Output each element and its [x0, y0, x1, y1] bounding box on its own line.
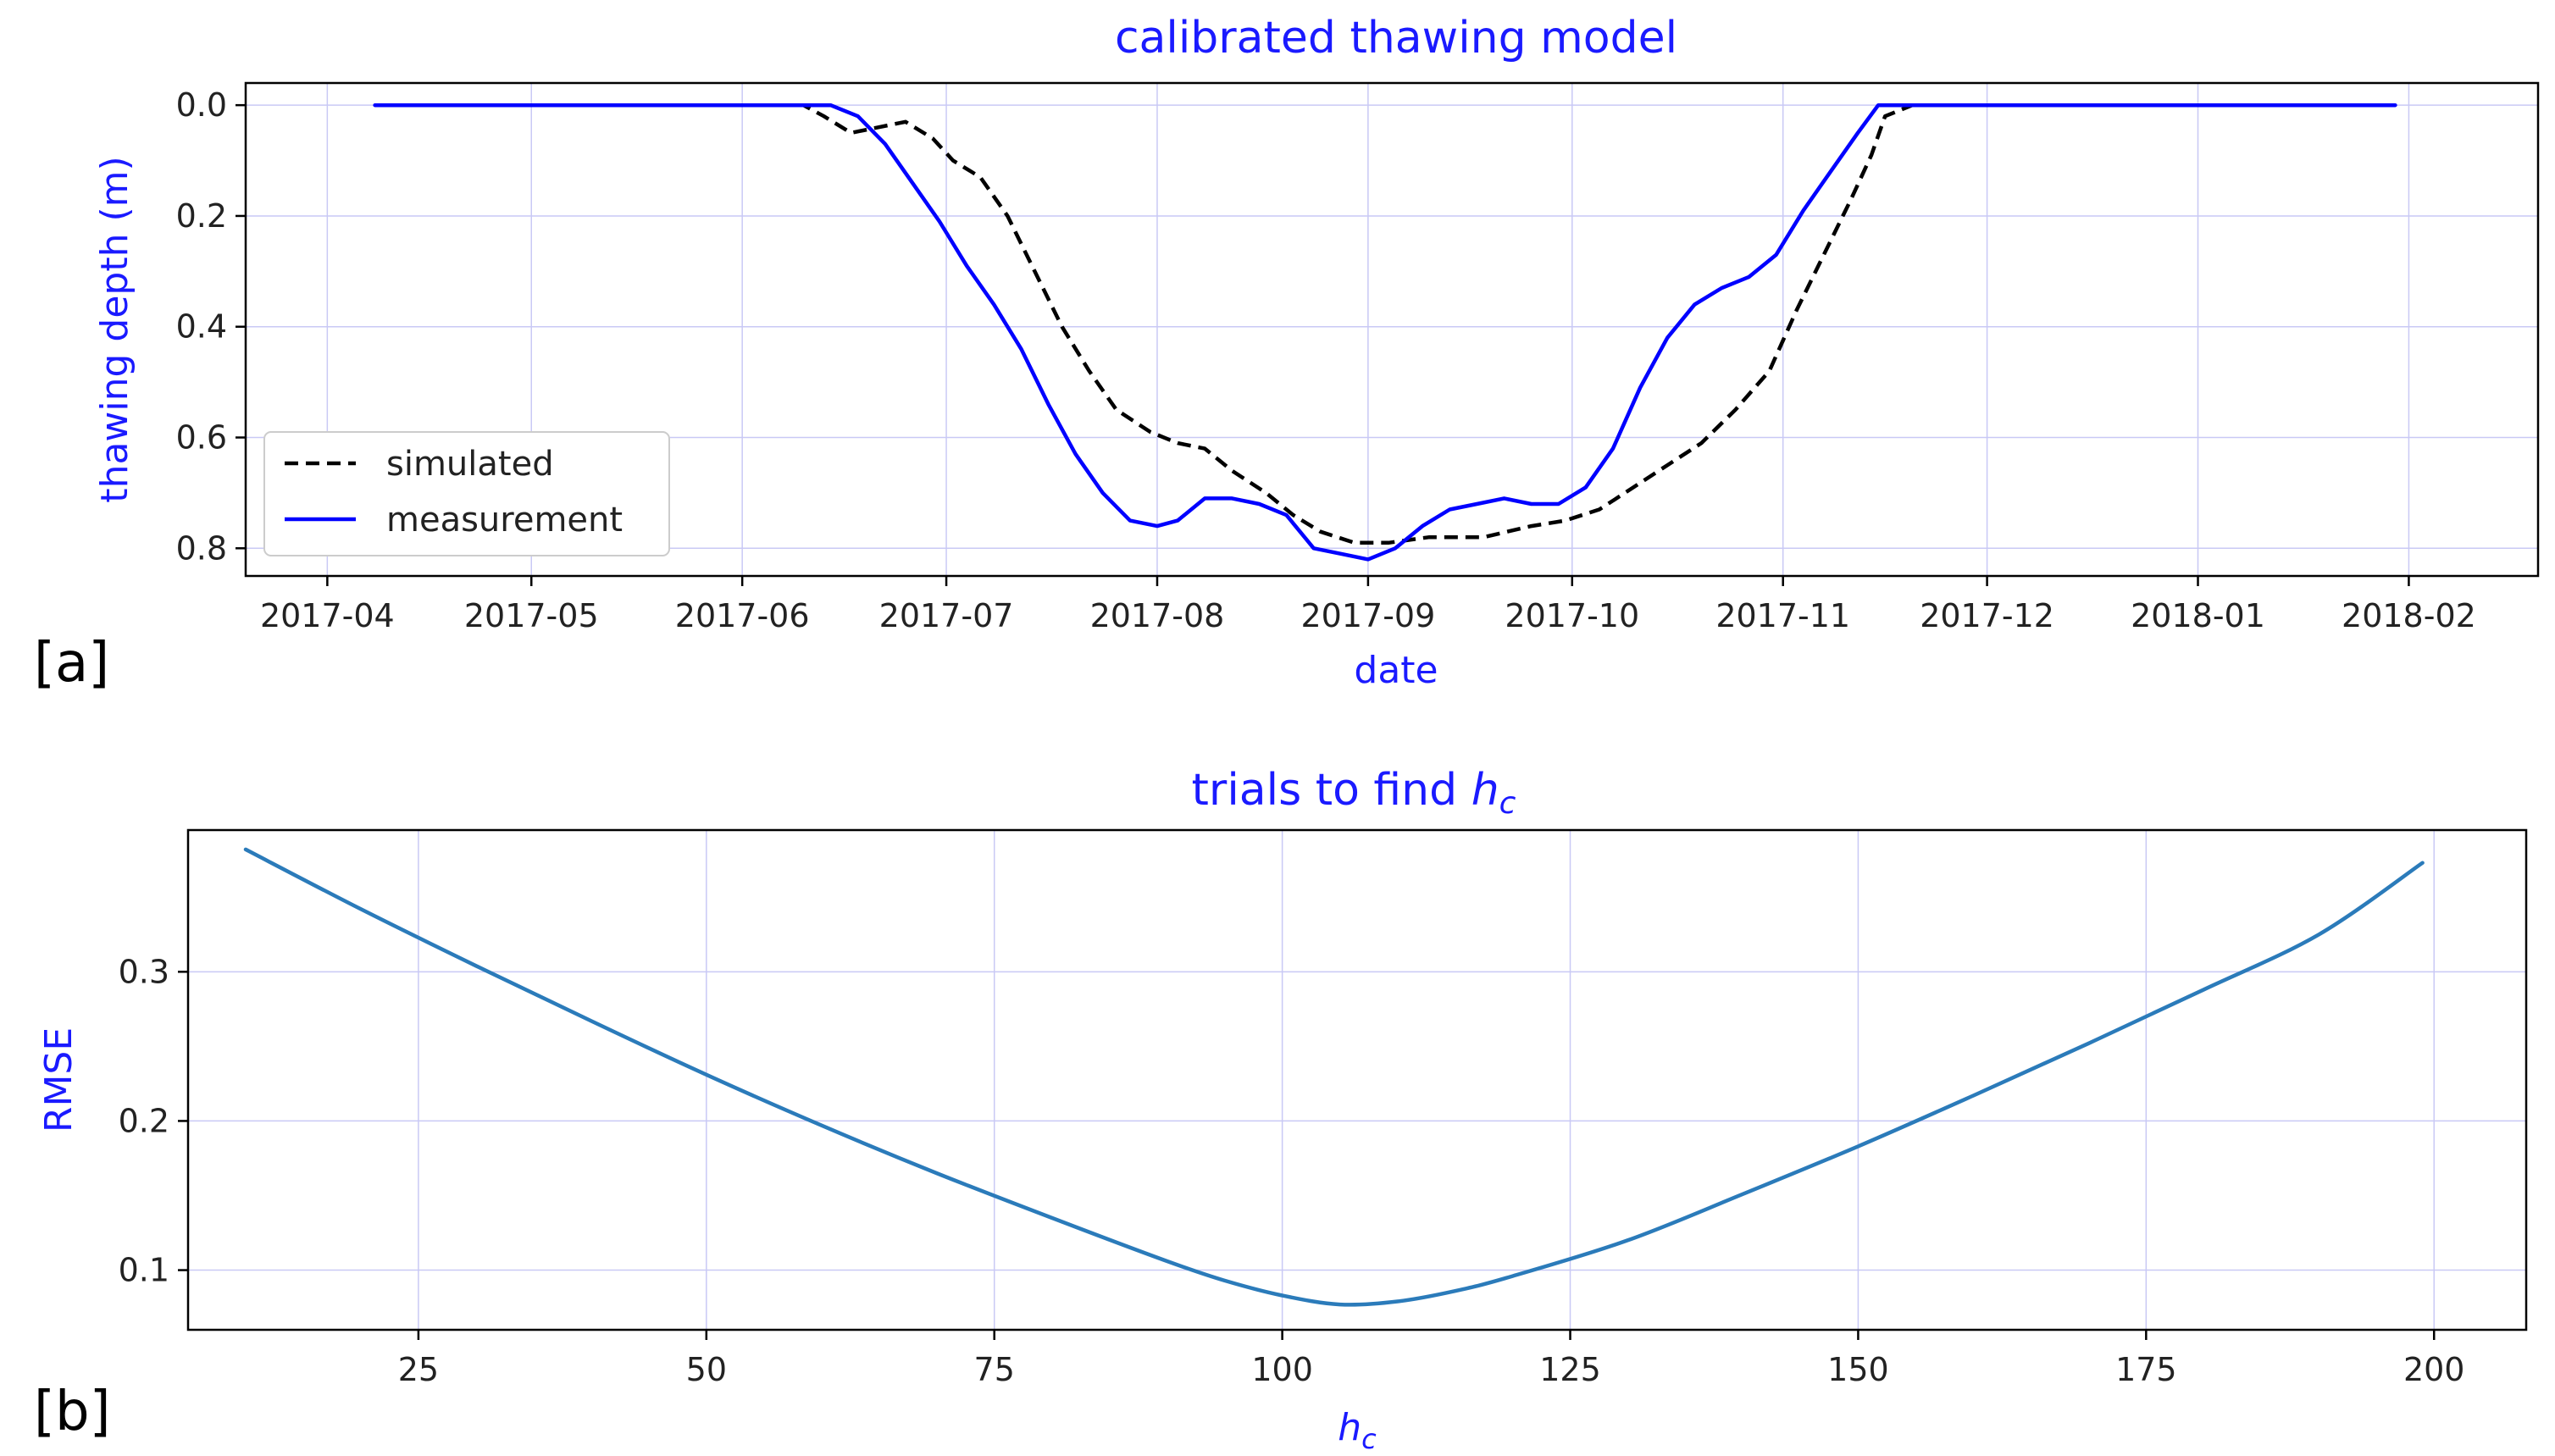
chart-a-lines [373, 102, 2397, 562]
legend-box [263, 431, 670, 556]
chart-a-xtick-label: 2017-12 [1920, 597, 2054, 634]
chart-b-xlabel-subscript: c [1361, 1423, 1377, 1453]
chart-a-legend: simulated measurement [263, 431, 670, 556]
chart-b-title: trials to find hc [1192, 765, 1516, 821]
chart-b-ytick-label: 0.1 [119, 1252, 169, 1289]
chart-a-xtick-label: 2017-06 [675, 597, 810, 634]
chart-b-ticks: 25 50 75 100 125 150 175 200 0.1 0.2 0.3 [119, 953, 2465, 1388]
chart-b-lines [243, 847, 2425, 1307]
chart-b-grid [188, 830, 2526, 1330]
chart-a-ylabel: thawing depth (m) [93, 156, 136, 502]
chart-a-xtick-label: 2017-10 [1505, 597, 1639, 634]
chart-a-xtick-label: 2017-08 [1090, 597, 1225, 634]
chart-a-ytick-label: 0.8 [176, 529, 227, 567]
chart-b-xtick-label: 25 [398, 1351, 439, 1388]
chart-b-xlabel: hc [1338, 1406, 1377, 1453]
chart-a-xtick-label: 2017-11 [1715, 597, 1850, 634]
chart-a-xtick-label: 2018-01 [2131, 597, 2265, 634]
chart-b-title-text: trials to find [1192, 765, 1471, 816]
chart-a-ytick-label: 0.4 [176, 308, 227, 346]
chart-b-xtick-label: 175 [2115, 1351, 2177, 1388]
chart-a-xlabel: date [1354, 649, 1438, 692]
chart-a-xtick-label: 2017-07 [879, 597, 1014, 634]
chart-a-xtick-label: 2017-09 [1301, 597, 1436, 634]
chart-b-xtick-label: 150 [1827, 1351, 1889, 1388]
chart-a: calibrated thawing model 2017-04 2017-05 2… [34, 13, 2540, 695]
chart-b: trials to find hc 25 50 75 100 125 150 175 2000… [34, 765, 2528, 1455]
chart-b-xtick-label: 100 [1251, 1351, 1313, 1388]
panel-label-a: [a] [34, 632, 109, 695]
chart-b-ytick-label: 0.2 [119, 1102, 169, 1139]
chart-a-series-simulated [776, 102, 2396, 545]
legend-label-simulated: simulated [386, 445, 554, 484]
chart-b-xtick-label: 50 [686, 1351, 727, 1388]
chart-b-ytick-label: 0.3 [119, 953, 169, 990]
legend-label-measurement: measurement [386, 501, 623, 540]
chart-b-xlabel-symbol: h [1338, 1406, 1361, 1449]
chart-b-xtick-label: 125 [1539, 1351, 1601, 1388]
chart-a-xtick-label: 2017-05 [464, 597, 599, 634]
chart-b-title-subscript: c [1499, 786, 1516, 821]
chart-a-title: calibrated thawing model [1115, 13, 1677, 64]
chart-a-ytick-label: 0.2 [176, 197, 227, 235]
chart-a-xtick-label: 2017-04 [260, 597, 395, 634]
chart-b-ylabel: RMSE [37, 1027, 80, 1132]
chart-a-xtick-label: 2018-02 [2342, 597, 2476, 634]
chart-b-xtick-label: 75 [974, 1351, 1015, 1388]
chart-a-series-measurement [373, 102, 2397, 562]
chart-a-ytick-label: 0.6 [176, 419, 227, 457]
chart-a-ticks: 2017-04 2017-05 2017-06 2017-07 2017-08 2017-… [176, 86, 2476, 634]
chart-b-series-rmse-line [243, 847, 2425, 1307]
chart-b-frame [186, 828, 2528, 1331]
chart-b-title-symbol: h [1471, 765, 1499, 816]
chart-b-xtick-label: 200 [2403, 1351, 2465, 1388]
panel-label-b: [b] [34, 1381, 111, 1443]
chart-a-ytick-label: 0.0 [176, 86, 227, 124]
chart-a-frame [244, 81, 2540, 578]
